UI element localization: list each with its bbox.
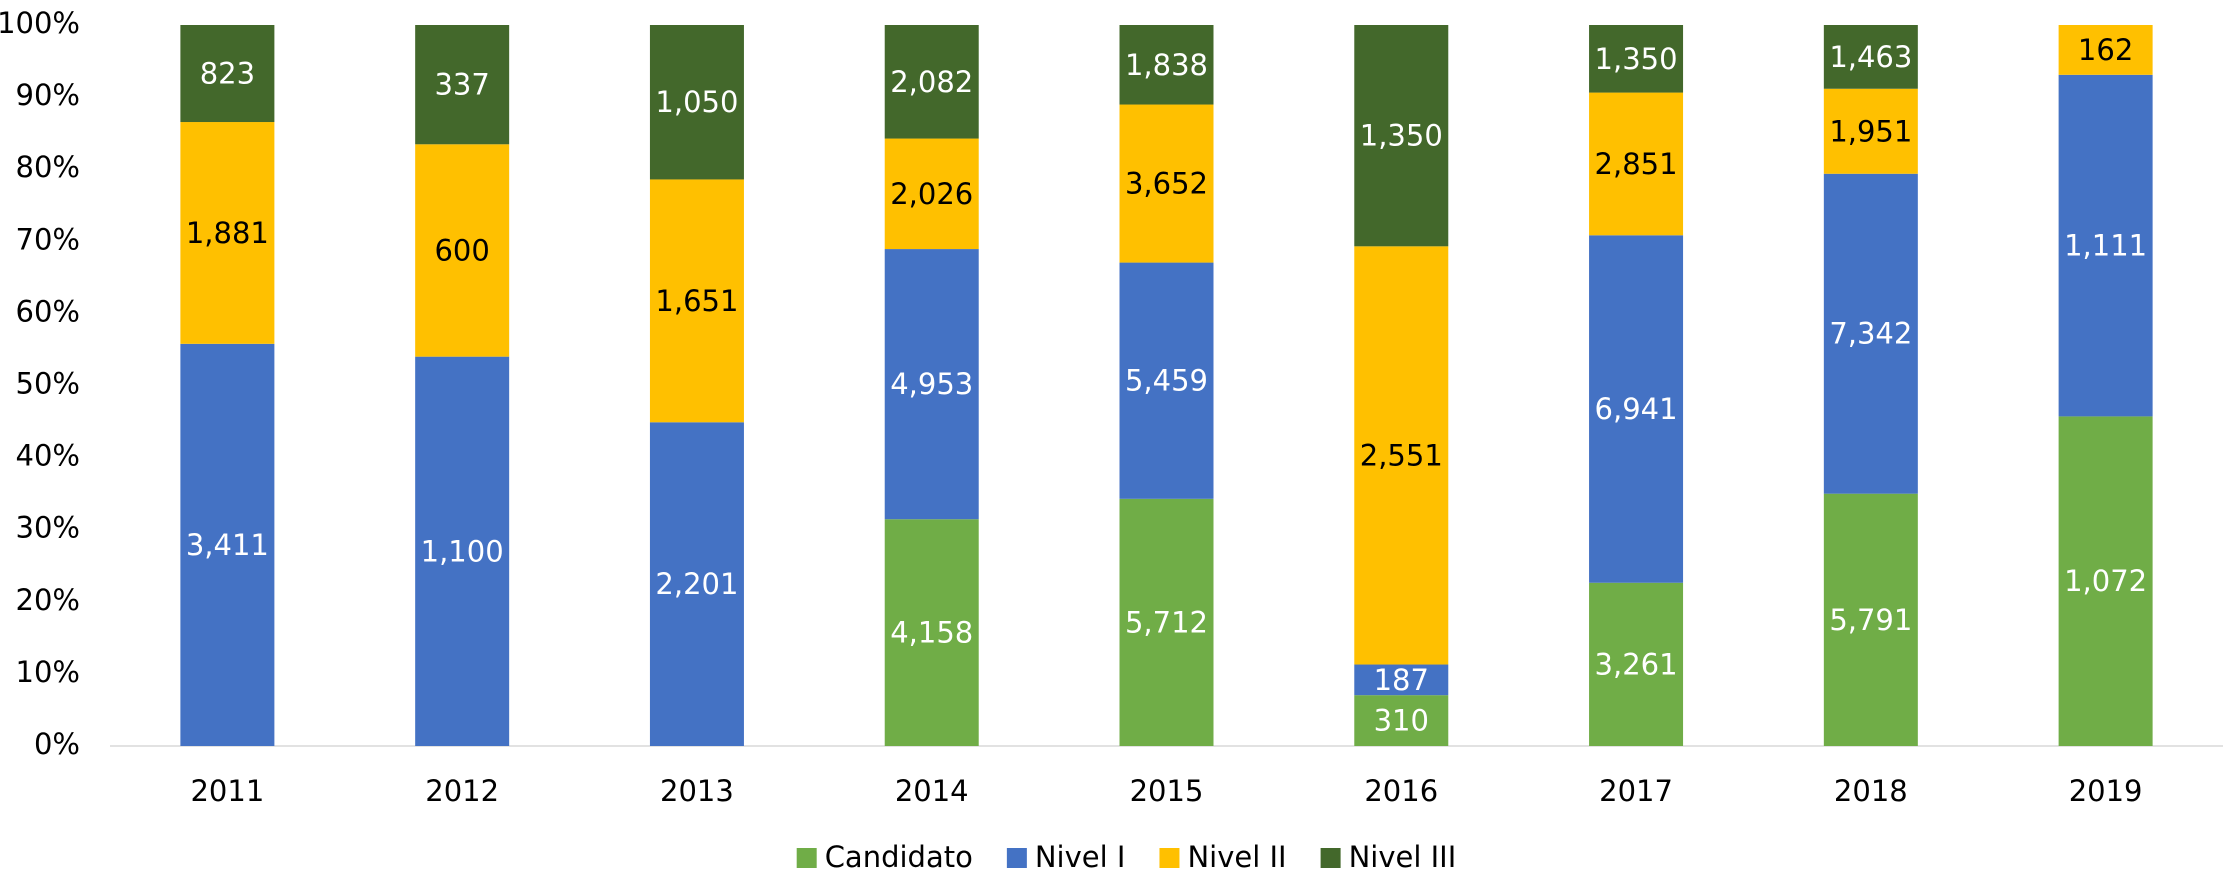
bar-segment (1823, 25, 1918, 89)
data-label: 5,459 (1125, 364, 1208, 398)
bar-segment (415, 144, 510, 357)
data-label: 1,838 (1125, 48, 1208, 82)
data-label: 1,350 (1360, 119, 1443, 153)
bar-segment (1823, 88, 1918, 174)
bar-segment (884, 25, 979, 139)
y-tick-label: 70% (16, 222, 80, 256)
data-label: 6,941 (1595, 392, 1678, 426)
data-label: 187 (1374, 663, 1429, 697)
bar-segment (2058, 25, 2153, 75)
bar-segment (649, 179, 744, 423)
y-tick-label: 40% (16, 439, 80, 473)
legend-label: Nivel III (1349, 840, 1457, 872)
data-label: 1,050 (655, 85, 738, 119)
y-tick-label: 100% (0, 6, 80, 40)
data-label: 1,350 (1595, 42, 1678, 76)
x-tick-label: 2012 (425, 774, 499, 808)
x-tick-label: 2015 (1130, 774, 1204, 808)
bar-segment (1589, 235, 1684, 583)
data-label: 1,651 (655, 284, 738, 318)
bar-segment (1589, 25, 1684, 93)
legend-item: Nivel III (1320, 840, 1457, 872)
bar-segment (2058, 74, 2153, 417)
data-label: 5,712 (1125, 605, 1208, 639)
y-tick-label: 60% (16, 294, 80, 328)
bar-segment (1589, 92, 1684, 236)
bar-segment (1823, 173, 1918, 494)
x-tick-label: 2016 (1364, 774, 1438, 808)
bar-segment (1354, 664, 1449, 696)
x-tick-label: 2017 (1599, 774, 1673, 808)
legend-label: Candidato (825, 840, 973, 872)
data-label: 337 (434, 68, 489, 102)
legend-swatch (1006, 848, 1027, 868)
y-tick-label: 20% (16, 583, 80, 617)
legend-item: Nivel I (1006, 840, 1126, 872)
data-label: 4,158 (890, 616, 973, 650)
x-tick-label: 2014 (895, 774, 969, 808)
legend-swatch (1320, 848, 1341, 868)
bar-segment (1119, 104, 1214, 263)
x-tick-label: 2013 (660, 774, 734, 808)
x-tick-label: 2011 (190, 774, 264, 808)
data-label: 2,082 (890, 65, 973, 99)
y-tick-label: 10% (16, 655, 80, 689)
bar-segment (649, 422, 744, 746)
y-tick-label: 30% (16, 511, 80, 545)
bar-segment (180, 25, 275, 123)
data-label: 4,953 (890, 367, 973, 401)
bar-segment (1354, 695, 1449, 746)
bar-segment (649, 25, 744, 180)
data-label: 1,881 (186, 216, 269, 250)
data-label: 1,951 (1829, 114, 1912, 148)
data-label: 1,100 (421, 534, 504, 568)
x-tick-label: 2019 (2069, 774, 2143, 808)
bar-segment (1589, 582, 1684, 746)
data-label: 2,026 (890, 177, 973, 211)
data-label: 1,463 (1829, 40, 1912, 74)
bar-segment (1119, 498, 1214, 746)
data-label: 3,411 (186, 528, 269, 562)
bar-segment (1119, 25, 1214, 105)
bar-segment (180, 343, 275, 746)
y-tick-label: 0% (34, 727, 80, 761)
bar-segment (884, 138, 979, 250)
bar-segment (415, 356, 510, 746)
legend-label: Nivel II (1187, 840, 1286, 872)
y-tick-label: 80% (16, 150, 80, 184)
legend-item: Candidato (796, 840, 973, 872)
bar-segment (884, 519, 979, 746)
data-label: 5,791 (1829, 603, 1912, 637)
legend-item: Nivel II (1159, 840, 1287, 872)
x-tick-label: 2018 (1834, 774, 1908, 808)
data-label: 1,111 (2064, 229, 2147, 263)
data-label: 162 (2078, 33, 2133, 67)
bar-segment (180, 122, 275, 344)
legend-swatch (796, 848, 817, 868)
data-label: 2,851 (1595, 147, 1678, 181)
data-label: 1,072 (2064, 564, 2147, 598)
bar-segment (415, 25, 510, 145)
bar-segment (884, 249, 979, 520)
data-label: 310 (1374, 704, 1429, 738)
y-tick-label: 50% (16, 367, 80, 401)
y-tick-label: 90% (16, 78, 80, 112)
data-label: 3,652 (1125, 167, 1208, 201)
bar-segment (2058, 416, 2153, 746)
legend-swatch (1159, 848, 1180, 868)
data-label: 2,201 (655, 567, 738, 601)
data-label: 7,342 (1829, 317, 1912, 351)
data-label: 3,261 (1595, 647, 1678, 681)
data-label: 2,551 (1360, 438, 1443, 472)
bar-segment (1354, 25, 1449, 247)
legend-label: Nivel I (1035, 840, 1126, 872)
bar-segment (1354, 246, 1449, 665)
data-label: 600 (434, 233, 489, 267)
data-label: 823 (200, 57, 255, 91)
bar-segment (1119, 262, 1214, 499)
bar-segment (1823, 493, 1918, 746)
